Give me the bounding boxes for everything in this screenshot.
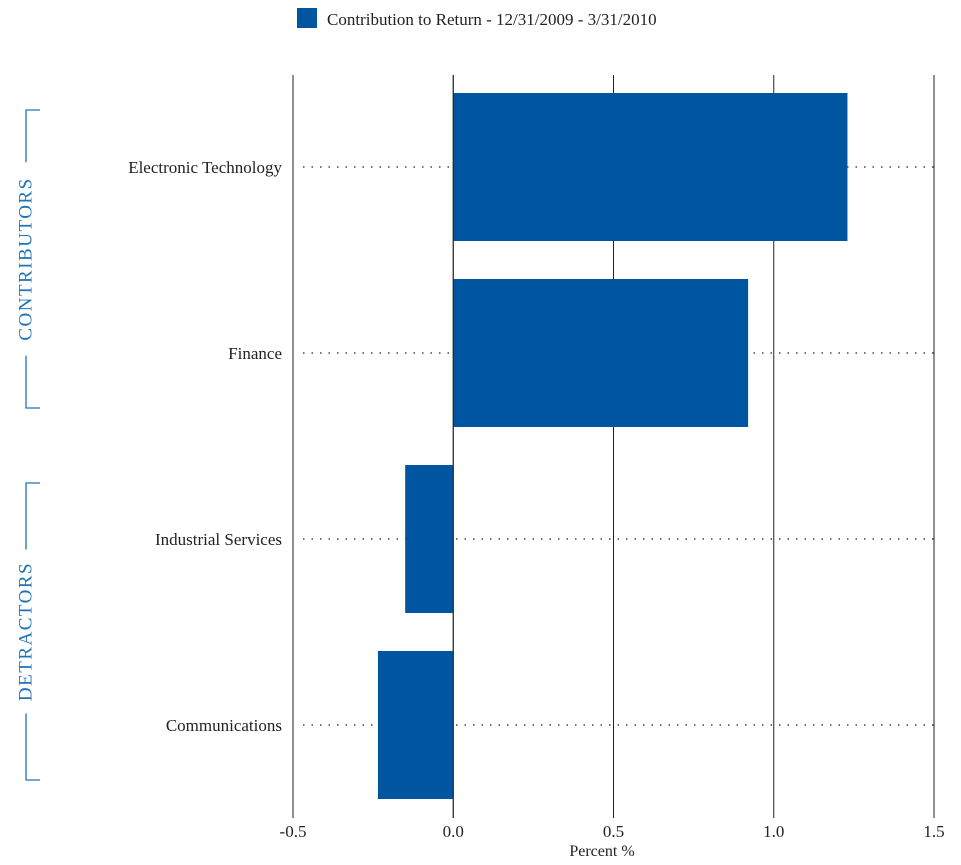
x-tick-labels: -0.5 0.0 0.5 1.0 1.5 — [280, 822, 945, 841]
category-label: Communications — [166, 716, 282, 735]
x-tick-label: 0.5 — [603, 822, 624, 841]
x-tick-label: 0.0 — [443, 822, 464, 841]
legend-swatch — [297, 8, 317, 28]
x-tick-label: 1.0 — [763, 822, 784, 841]
bar-electronic-technology — [453, 93, 848, 241]
x-tick-label: 1.5 — [923, 822, 944, 841]
group-label-detractors: DETRACTORS — [16, 562, 37, 701]
legend-label: Contribution to Return - 12/31/2009 - 3/… — [327, 10, 657, 29]
category-label: Electronic Technology — [128, 158, 282, 177]
category-label: Finance — [228, 344, 282, 363]
x-axis-label: Percent % — [569, 843, 634, 860]
group-label-contributors: CONTRIBUTORS — [16, 177, 37, 340]
bar-communications — [377, 651, 454, 799]
group-bracket — [25, 109, 40, 409]
bars — [377, 93, 848, 799]
group-labels: CONTRIBUTORS DETRACTORS — [16, 109, 40, 781]
x-tick-label: -0.5 — [280, 822, 307, 841]
category-label: Industrial Services — [155, 530, 282, 549]
category-labels: Electronic Technology Finance Industrial S… — [128, 158, 282, 735]
legend: Contribution to Return - 12/31/2009 - 3/… — [297, 8, 657, 29]
bar-industrial-services — [405, 465, 454, 613]
group-bracket — [25, 482, 40, 781]
bar-finance — [453, 279, 749, 427]
